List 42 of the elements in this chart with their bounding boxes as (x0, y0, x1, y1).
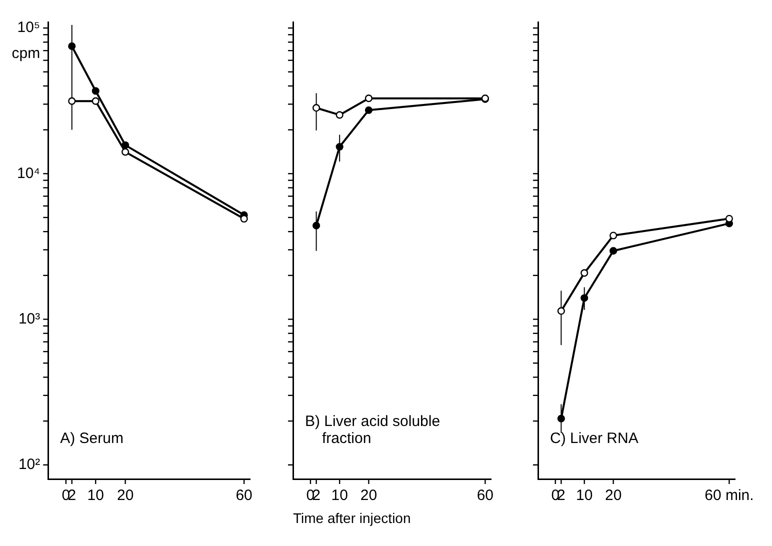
x-tick-label: 2 (557, 487, 566, 504)
point (336, 142, 344, 151)
x-tick-label: 0 (551, 487, 560, 504)
x-tick-label: 60 min. (704, 487, 754, 504)
annotation: A) Serum (60, 430, 124, 448)
point (68, 97, 76, 105)
point (557, 307, 565, 315)
annotation: B) Liver acid soluble fraction (305, 413, 440, 448)
point (580, 269, 588, 277)
y-tick-label: 10⁴ (16, 164, 40, 182)
x-tick-label: 0 (62, 487, 70, 504)
point (610, 232, 618, 240)
point (92, 87, 100, 95)
point (312, 222, 320, 230)
point (312, 104, 320, 112)
x-tick-label: 10 (87, 487, 104, 504)
point (92, 97, 100, 105)
x-tick-label: 2 (312, 487, 320, 504)
annotation: C) Liver RNA (550, 430, 638, 448)
point (336, 111, 344, 119)
x-axis-title: Time after injection (293, 510, 411, 526)
y-tick-label: 10⁵ (17, 19, 40, 36)
y-tick-label: 10² (18, 456, 40, 474)
point (364, 106, 373, 114)
x-tick-label: 20 (604, 487, 622, 504)
point (610, 247, 618, 255)
point (557, 414, 565, 422)
x-tick-label: 60 (476, 487, 494, 504)
point (580, 294, 588, 302)
x-tick-label: 10 (576, 487, 593, 504)
x-tick-label: 0 (306, 487, 315, 504)
y-tick-label: 10³ (18, 310, 40, 328)
point (364, 94, 373, 102)
point (122, 148, 130, 156)
point (725, 214, 734, 222)
x-tick-label: 2 (68, 487, 76, 504)
point (68, 42, 76, 50)
x-tick-label: 60 (236, 487, 252, 504)
y-axis-title: cpm (12, 45, 40, 62)
x-tick-label: 20 (360, 487, 378, 504)
x-tick-label: 20 (116, 487, 134, 504)
x-tick-label: 10 (331, 487, 348, 504)
